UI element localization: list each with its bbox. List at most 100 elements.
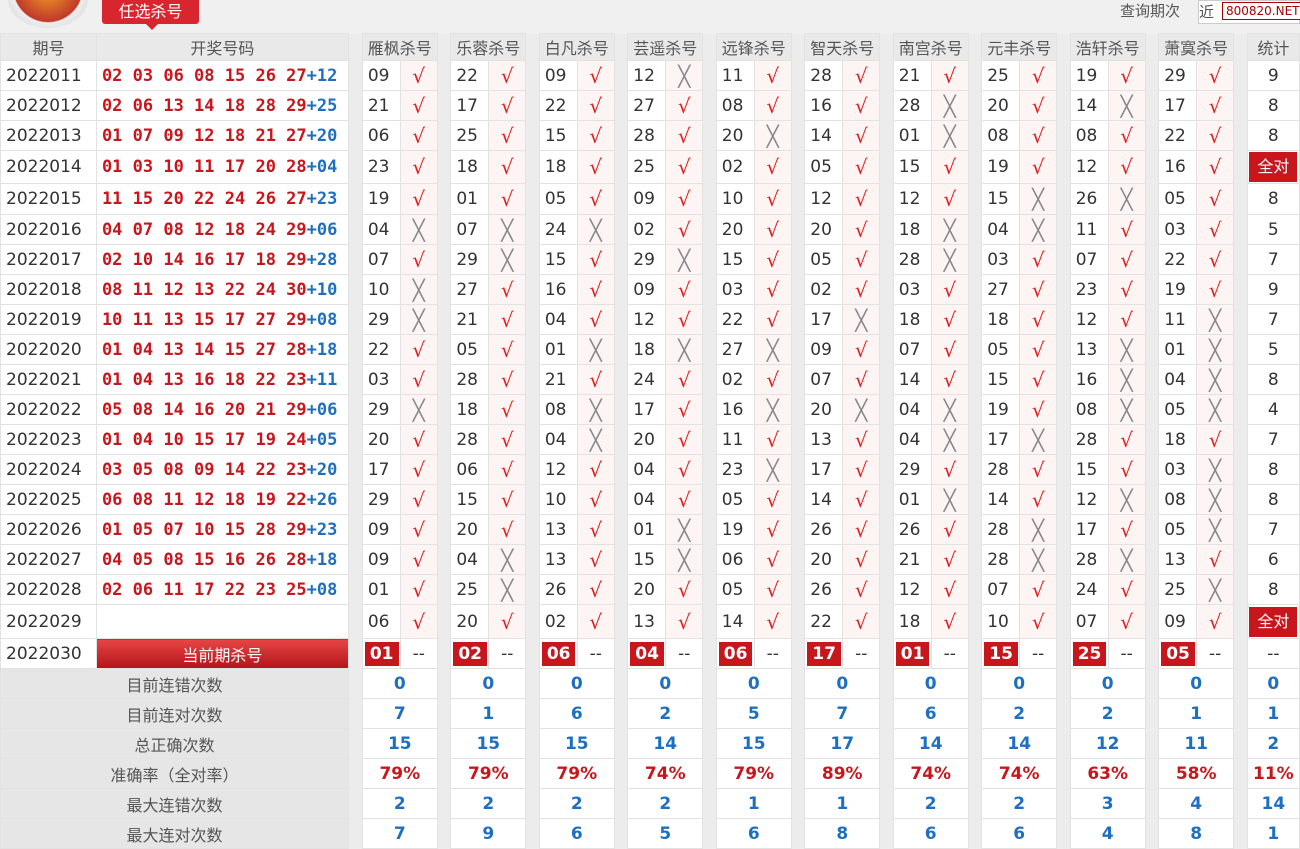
column-gap xyxy=(348,544,363,575)
stats-value: 15 xyxy=(538,728,615,759)
kill-number: 23 xyxy=(1069,274,1109,305)
check-icon: √ xyxy=(1107,574,1146,605)
check-icon: √ xyxy=(399,604,438,639)
tab-random-kill[interactable]: 任选杀号 xyxy=(102,0,199,30)
column-gap xyxy=(879,60,894,91)
stats-label: 最大连对次数 xyxy=(0,818,349,849)
draw-numbers-cell: 11 15 20 22 24 26 27+23 xyxy=(95,183,349,215)
check-icon: √ xyxy=(943,577,957,602)
kill-number: 03 xyxy=(981,244,1021,275)
check-icon: √ xyxy=(1196,424,1235,455)
column-gap xyxy=(968,514,982,545)
kill-number: 26 xyxy=(892,514,932,545)
check-icon: √ xyxy=(589,547,603,572)
placeholder: -- xyxy=(1019,638,1058,669)
column-gap xyxy=(1056,698,1071,729)
kill-number: 11 xyxy=(715,424,755,455)
cross-icon: ╳ xyxy=(930,394,969,425)
table-row: 2022012 02 06 13 14 18 28 29+25 21 √ 17 √ 22 √ 2… xyxy=(0,90,1300,121)
column-gap xyxy=(614,638,628,669)
check-icon: √ xyxy=(399,574,438,605)
kill-number: 15 xyxy=(538,244,578,275)
column-gap xyxy=(791,244,805,275)
kill-number: 05 xyxy=(981,334,1021,365)
stats-value: 79% xyxy=(450,758,527,789)
column-gap xyxy=(614,394,628,425)
kill-number: 12 xyxy=(1069,304,1109,335)
column-gap xyxy=(1233,728,1248,759)
stat-cell: 9 xyxy=(1246,60,1300,91)
check-icon: √ xyxy=(943,337,957,362)
check-icon: √ xyxy=(488,394,527,425)
cross-icon: ╳ xyxy=(930,90,969,121)
check-icon: √ xyxy=(1019,150,1058,184)
stats-value: 12 xyxy=(1069,728,1146,759)
check-icon: √ xyxy=(854,155,868,179)
table-row: 2022024 03 05 08 09 14 22 23+20 17 √ 06 √ 12 √ 0… xyxy=(0,454,1300,485)
cross-icon: ╳ xyxy=(576,394,615,425)
column-gap xyxy=(1145,788,1159,819)
plus-sign: + xyxy=(306,579,317,600)
check-icon: √ xyxy=(488,604,527,639)
period-cell: 2022030 xyxy=(0,638,97,669)
check-icon: √ xyxy=(766,427,780,452)
check-icon: √ xyxy=(1208,247,1222,272)
current-kill-number: 17 xyxy=(807,641,841,666)
check-icon: √ xyxy=(500,609,514,634)
column-gap xyxy=(968,544,982,575)
kill-number: 22 xyxy=(1158,120,1198,151)
cross-icon: ╳ xyxy=(1209,457,1222,482)
kill-number: 21 xyxy=(361,90,401,121)
check-icon: √ xyxy=(677,427,691,452)
kill-number: 26 xyxy=(538,574,578,605)
period-cell: 2022015 xyxy=(0,183,97,215)
kill-number: 12 xyxy=(627,304,667,335)
stats-value: 4 xyxy=(1158,788,1235,819)
kill-number: 16 xyxy=(538,274,578,305)
stats-value: 3 xyxy=(1069,788,1146,819)
column-gap xyxy=(1233,304,1248,335)
column-gap xyxy=(525,638,540,669)
plus-sign: + xyxy=(306,459,317,480)
cross-icon: ╳ xyxy=(855,397,868,422)
kill-number: 06 xyxy=(361,604,401,639)
column-gap xyxy=(791,120,805,151)
column-gap xyxy=(437,90,451,121)
column-gap xyxy=(791,33,805,61)
check-icon: √ xyxy=(943,367,957,392)
column-gap xyxy=(525,214,540,245)
column-gap xyxy=(968,638,982,669)
column-gap xyxy=(525,698,540,729)
stat-cell: 全对 xyxy=(1246,150,1300,184)
check-icon: √ xyxy=(500,487,514,512)
column-gap xyxy=(879,638,894,669)
column-gap xyxy=(1145,214,1159,245)
draw-numbers-cell: 10 11 13 15 17 27 29+08 xyxy=(95,304,349,335)
kill-number: 05 xyxy=(804,150,844,184)
check-icon: √ xyxy=(1019,364,1058,395)
check-icon: √ xyxy=(1019,394,1058,425)
column-gap xyxy=(968,334,982,365)
kill-number: 15 xyxy=(627,544,667,575)
column-gap xyxy=(348,274,363,305)
column-gap xyxy=(525,150,540,184)
cross-icon: ╳ xyxy=(1032,427,1045,452)
cross-icon: ╳ xyxy=(1196,574,1235,605)
column-gap xyxy=(1233,60,1248,91)
blue-ball: 06 xyxy=(316,399,338,420)
kill-number: 20 xyxy=(715,120,755,151)
column-gap xyxy=(1145,90,1159,121)
site-logo[interactable] xyxy=(8,0,88,28)
check-icon: √ xyxy=(399,183,438,215)
draw-numbers-cell: 01 03 10 11 17 20 28+04 xyxy=(95,150,349,184)
check-icon: √ xyxy=(589,93,603,118)
cross-icon: ╳ xyxy=(930,244,969,275)
column-gap xyxy=(1233,514,1248,545)
column-gap xyxy=(525,33,540,61)
column-gap xyxy=(1145,728,1159,759)
column-gap xyxy=(348,33,363,61)
red-balls: 02 10 14 16 17 18 29 xyxy=(101,249,307,270)
kill-number: 17 xyxy=(450,90,490,121)
column-gap xyxy=(968,574,982,605)
column-gap xyxy=(1145,183,1159,215)
